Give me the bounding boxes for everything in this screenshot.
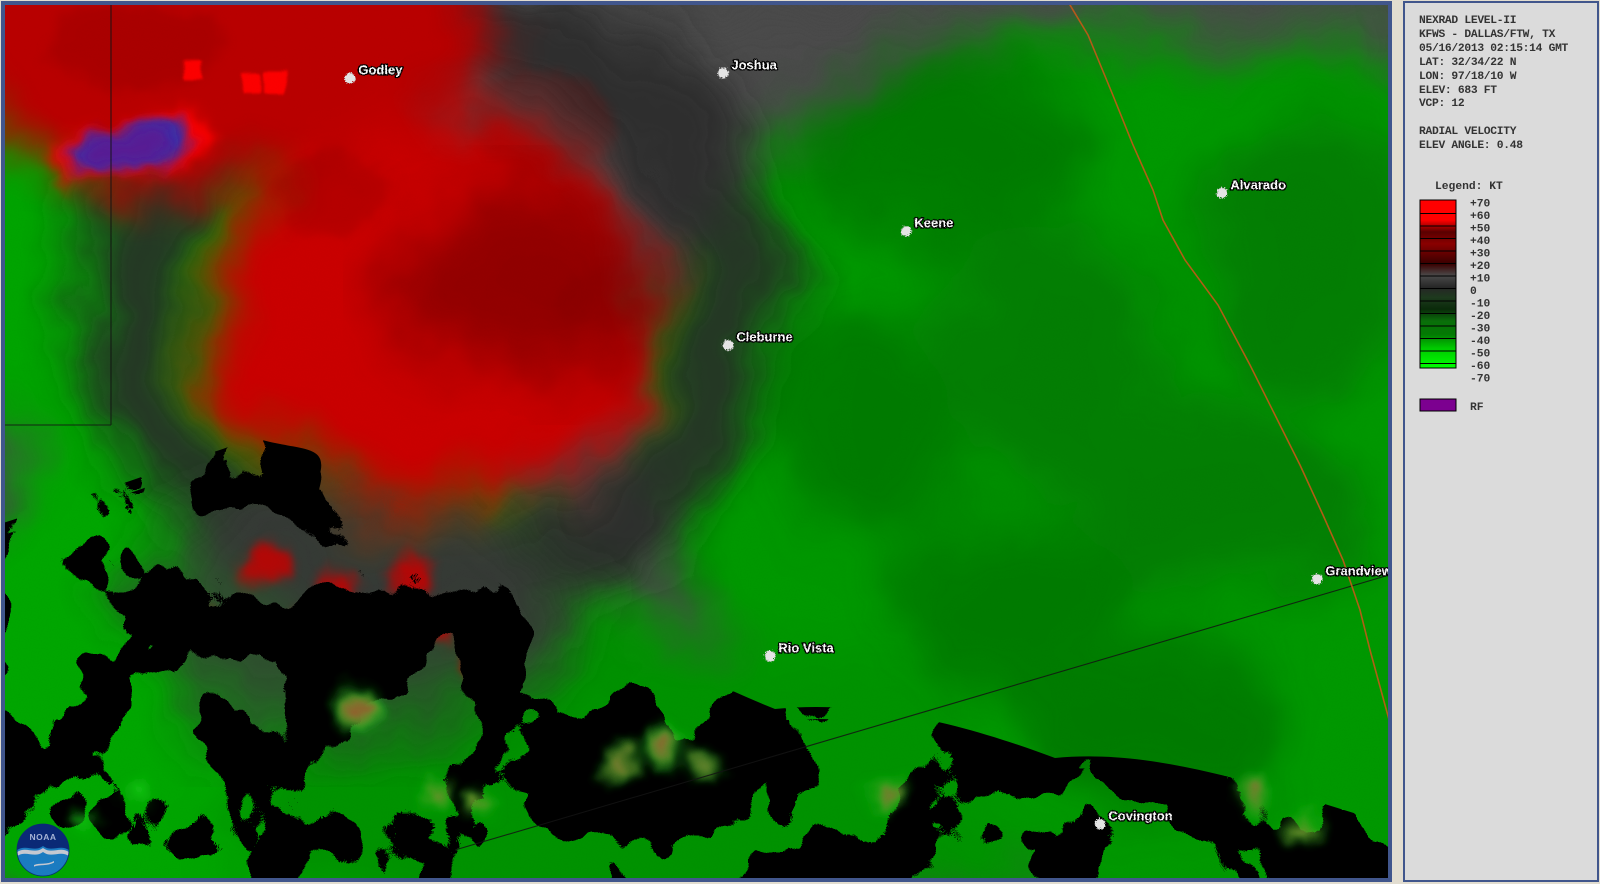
svg-text:-60: -60	[1470, 361, 1491, 373]
svg-text:-30: -30	[1470, 324, 1491, 336]
svg-text:+20: +20	[1470, 261, 1491, 273]
svg-text:RF: RF	[1470, 402, 1484, 414]
svg-text:+70: +70	[1470, 199, 1491, 211]
svg-text:+50: +50	[1470, 224, 1491, 236]
svg-text:-10: -10	[1470, 299, 1491, 311]
svg-text:-70: -70	[1470, 374, 1491, 386]
svg-text:+30: +30	[1470, 249, 1491, 261]
svg-text:+60: +60	[1470, 211, 1491, 223]
svg-text:-50: -50	[1470, 349, 1491, 361]
svg-text:-40: -40	[1470, 336, 1491, 348]
svg-text:+10: +10	[1470, 274, 1491, 286]
svg-text:+40: +40	[1470, 236, 1491, 248]
svg-text:0: 0	[1470, 286, 1477, 298]
svg-text:-20: -20	[1470, 311, 1491, 323]
